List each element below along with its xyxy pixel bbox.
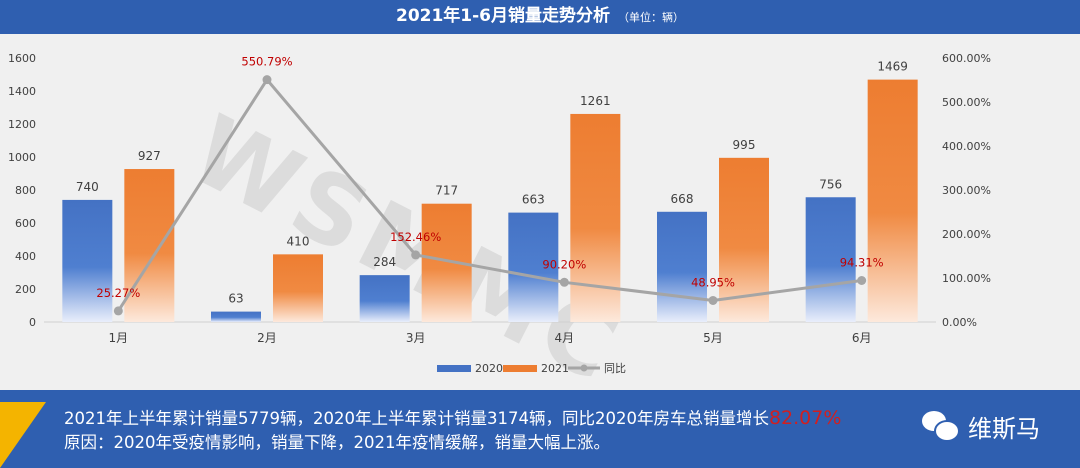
yoy-point	[559, 277, 569, 287]
x-tick-label: 3月	[406, 331, 426, 345]
chart-panel: WSMMC 0 200 400 600 800 1000 1200 1400 1600 0.00%…	[0, 34, 1080, 406]
data-label-2021: 410	[287, 234, 310, 248]
data-label-2020: 284	[373, 255, 396, 269]
y-tick-label: 800	[15, 184, 36, 197]
summary-text: 2021年上半年累计销量5779辆，2020年上半年累计销量3174辆，同比20…	[64, 406, 924, 455]
y2-tick-label: 100.00%	[942, 272, 991, 285]
y-tick-label: 1600	[8, 52, 36, 65]
y2-tick-label: 0.00%	[942, 316, 977, 329]
yoy-point	[708, 295, 718, 305]
corner-decoration	[0, 402, 46, 468]
y-tick-label: 1200	[8, 118, 36, 131]
legend-label-2021: 2021	[541, 362, 569, 375]
y2-tick-label: 200.00%	[942, 228, 991, 241]
data-label-2020: 663	[522, 193, 545, 207]
data-label-2021: 927	[138, 149, 161, 163]
chart-title: 2021年1-6月销量走势分析	[395, 6, 611, 26]
summary-line-1: 2021年上半年累计销量5779辆，2020年上半年累计销量3174辆，同比20…	[64, 406, 924, 431]
legend-swatch-2021	[503, 365, 537, 372]
bar-2021	[867, 79, 918, 322]
sales-chart: 0 200 400 600 800 1000 1200 1400 1600 0.00% 100.00…	[8, 52, 991, 375]
bar-2021	[570, 113, 621, 322]
summary-banner: 2021年上半年累计销量5779辆，2020年上半年累计销量3174辆，同比20…	[0, 392, 1080, 468]
bar-2020	[359, 275, 410, 322]
legend-label-2020: 2020	[475, 362, 503, 375]
yoy-label: 48.95%	[691, 275, 735, 289]
data-label-2021: 1469	[877, 60, 908, 74]
title-bar: 2021年1-6月销量走势分析 （单位：辆）	[0, 0, 1080, 32]
y2-tick-label: 500.00%	[942, 96, 991, 109]
yoy-label: 25.27%	[96, 286, 140, 300]
brand: 维斯马	[920, 404, 1040, 448]
bar-2021	[124, 169, 175, 322]
data-label-2020: 63	[228, 292, 243, 306]
legend-marker-yoy	[580, 364, 588, 372]
y-tick-label: 600	[15, 217, 36, 230]
y2-tick-label: 400.00%	[942, 140, 991, 153]
data-label-2021: 1261	[580, 94, 611, 108]
wechat-icon	[920, 409, 960, 443]
legend-label-yoy: 同比	[604, 362, 626, 375]
brand-name: 维斯马	[968, 414, 1040, 443]
chart-unit: （单位：辆）	[618, 11, 685, 24]
bar-2020	[657, 211, 707, 322]
x-tick-label: 5月	[703, 331, 723, 345]
yoy-point	[262, 75, 272, 85]
bar-2020	[62, 199, 113, 322]
summary-line-1-text: 2021年上半年累计销量5779辆，2020年上半年累计销量3174辆，同比20…	[64, 409, 769, 428]
yoy-label: 94.31%	[840, 256, 884, 270]
yoy-point	[411, 250, 421, 260]
legend-swatch-2020	[437, 365, 471, 372]
yoy-point	[857, 276, 867, 286]
data-label-2020: 756	[819, 177, 842, 191]
data-label-2021: 995	[733, 138, 756, 152]
summary-line-2: 原因：2020年受疫情影响，销量下降，2021年疫情缓解，销量大幅上涨。	[64, 433, 610, 452]
bar-2020	[508, 212, 559, 322]
y2-tick-label: 600.00%	[942, 52, 991, 65]
y-tick-label: 0	[29, 316, 36, 329]
x-tick-label: 2月	[257, 331, 277, 345]
y2-tick-label: 300.00%	[942, 184, 991, 197]
data-label-2020: 740	[76, 180, 99, 194]
y-tick-label: 400	[15, 250, 36, 263]
data-label-2020: 668	[671, 192, 694, 206]
yoy-label: 152.46%	[390, 230, 441, 244]
growth-highlight: 82.07%	[768, 407, 842, 429]
x-tick-label: 4月	[555, 331, 575, 345]
bar-2021	[273, 254, 323, 322]
y-tick-label: 1400	[8, 85, 36, 98]
yoy-label: 90.20%	[542, 257, 586, 271]
bar-2020	[805, 197, 856, 322]
yoy-line	[117, 77, 862, 312]
bar-2020	[211, 311, 261, 322]
x-tick-label: 6月	[852, 331, 872, 345]
yoy-label: 550.79%	[241, 55, 292, 69]
x-tick-label: 1月	[109, 331, 129, 345]
y-tick-label: 200	[15, 283, 36, 296]
y-tick-label: 1000	[8, 151, 36, 164]
data-label-2021: 717	[435, 184, 458, 198]
yoy-point	[113, 306, 123, 316]
